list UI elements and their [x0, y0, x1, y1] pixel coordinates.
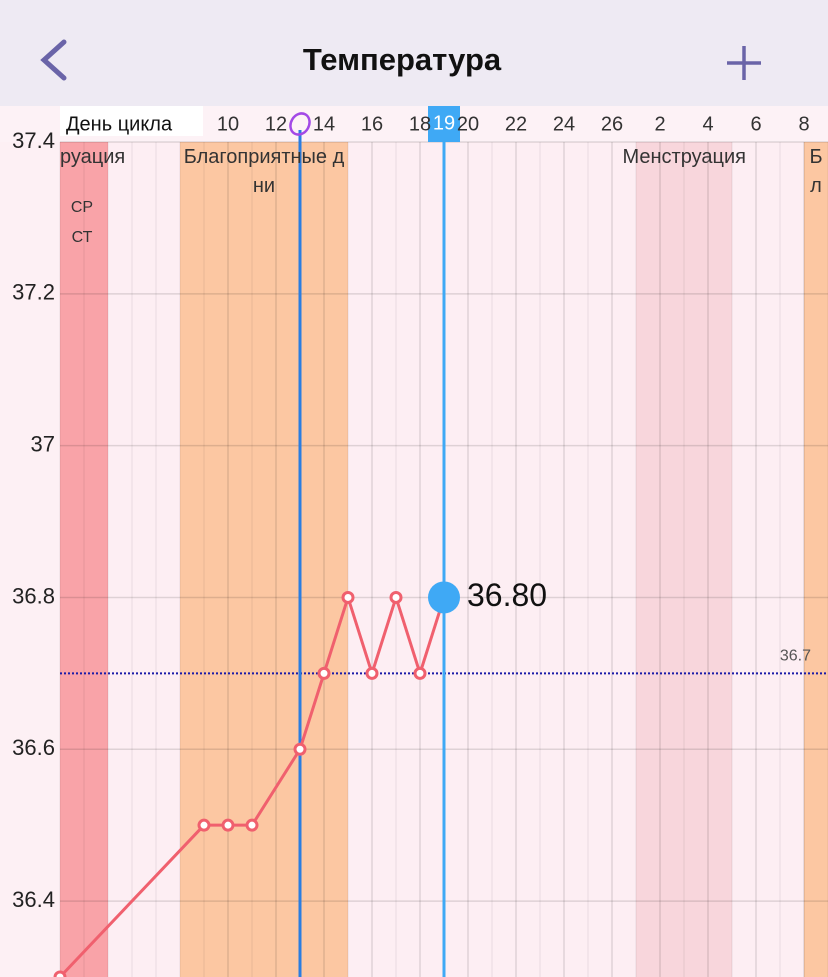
x-tick-label: 22	[505, 113, 527, 135]
point	[317, 666, 331, 680]
band	[636, 142, 732, 977]
x-tick-label: 14	[313, 113, 335, 135]
x-tick-label: 20	[457, 113, 479, 135]
point	[53, 970, 67, 977]
point	[413, 666, 427, 680]
x-tick-label: 6	[750, 113, 761, 135]
selected-day-label: 19	[433, 112, 455, 134]
y-axis-strip	[0, 142, 60, 977]
note: СР	[71, 199, 93, 216]
band-label: Бл	[809, 146, 823, 197]
point	[341, 590, 355, 604]
note: СТ	[72, 229, 93, 246]
value-label: 36.80	[467, 577, 547, 613]
x-tick-label: 10	[217, 113, 239, 135]
band	[60, 142, 108, 977]
x-tick-label: 4	[702, 113, 713, 135]
point	[221, 818, 235, 832]
band	[804, 142, 828, 977]
point	[293, 742, 307, 756]
y-tick-label: 36.4	[12, 887, 55, 912]
band-label: руация	[60, 146, 126, 168]
y-tick-label: 37.4	[12, 128, 55, 153]
band-label: Благоприятные дни	[183, 146, 345, 197]
screen-title: Температура	[303, 42, 502, 77]
x-tick-label: 18	[409, 113, 431, 135]
y-tick-label: 37	[31, 431, 55, 456]
x-tick-label: 2	[654, 113, 665, 135]
band	[180, 142, 348, 977]
y-tick-label: 36.6	[12, 735, 55, 760]
nav-bar	[0, 0, 828, 106]
back-button[interactable]	[40, 39, 67, 81]
x-tick-label: 12	[265, 113, 287, 135]
x-label-box	[60, 106, 203, 136]
selected-day-box	[428, 106, 460, 142]
baseline-label: 36.7	[780, 648, 811, 665]
x-tick-label: 26	[601, 113, 623, 135]
x-axis-label: День цикла	[66, 113, 173, 135]
point	[245, 818, 259, 832]
x-tick-label: 8	[798, 113, 809, 135]
add-button[interactable]	[727, 46, 761, 80]
y-tick-label: 36.8	[12, 583, 55, 608]
x-tick-label: 16	[361, 113, 383, 135]
x-tick-label: 24	[553, 113, 575, 135]
ovulation-icon	[289, 112, 311, 136]
selected-point	[428, 581, 460, 614]
point	[389, 590, 403, 604]
band-label: Менструация	[622, 146, 746, 168]
point	[197, 818, 211, 832]
y-tick-label: 37.2	[12, 280, 55, 305]
point	[365, 666, 379, 680]
